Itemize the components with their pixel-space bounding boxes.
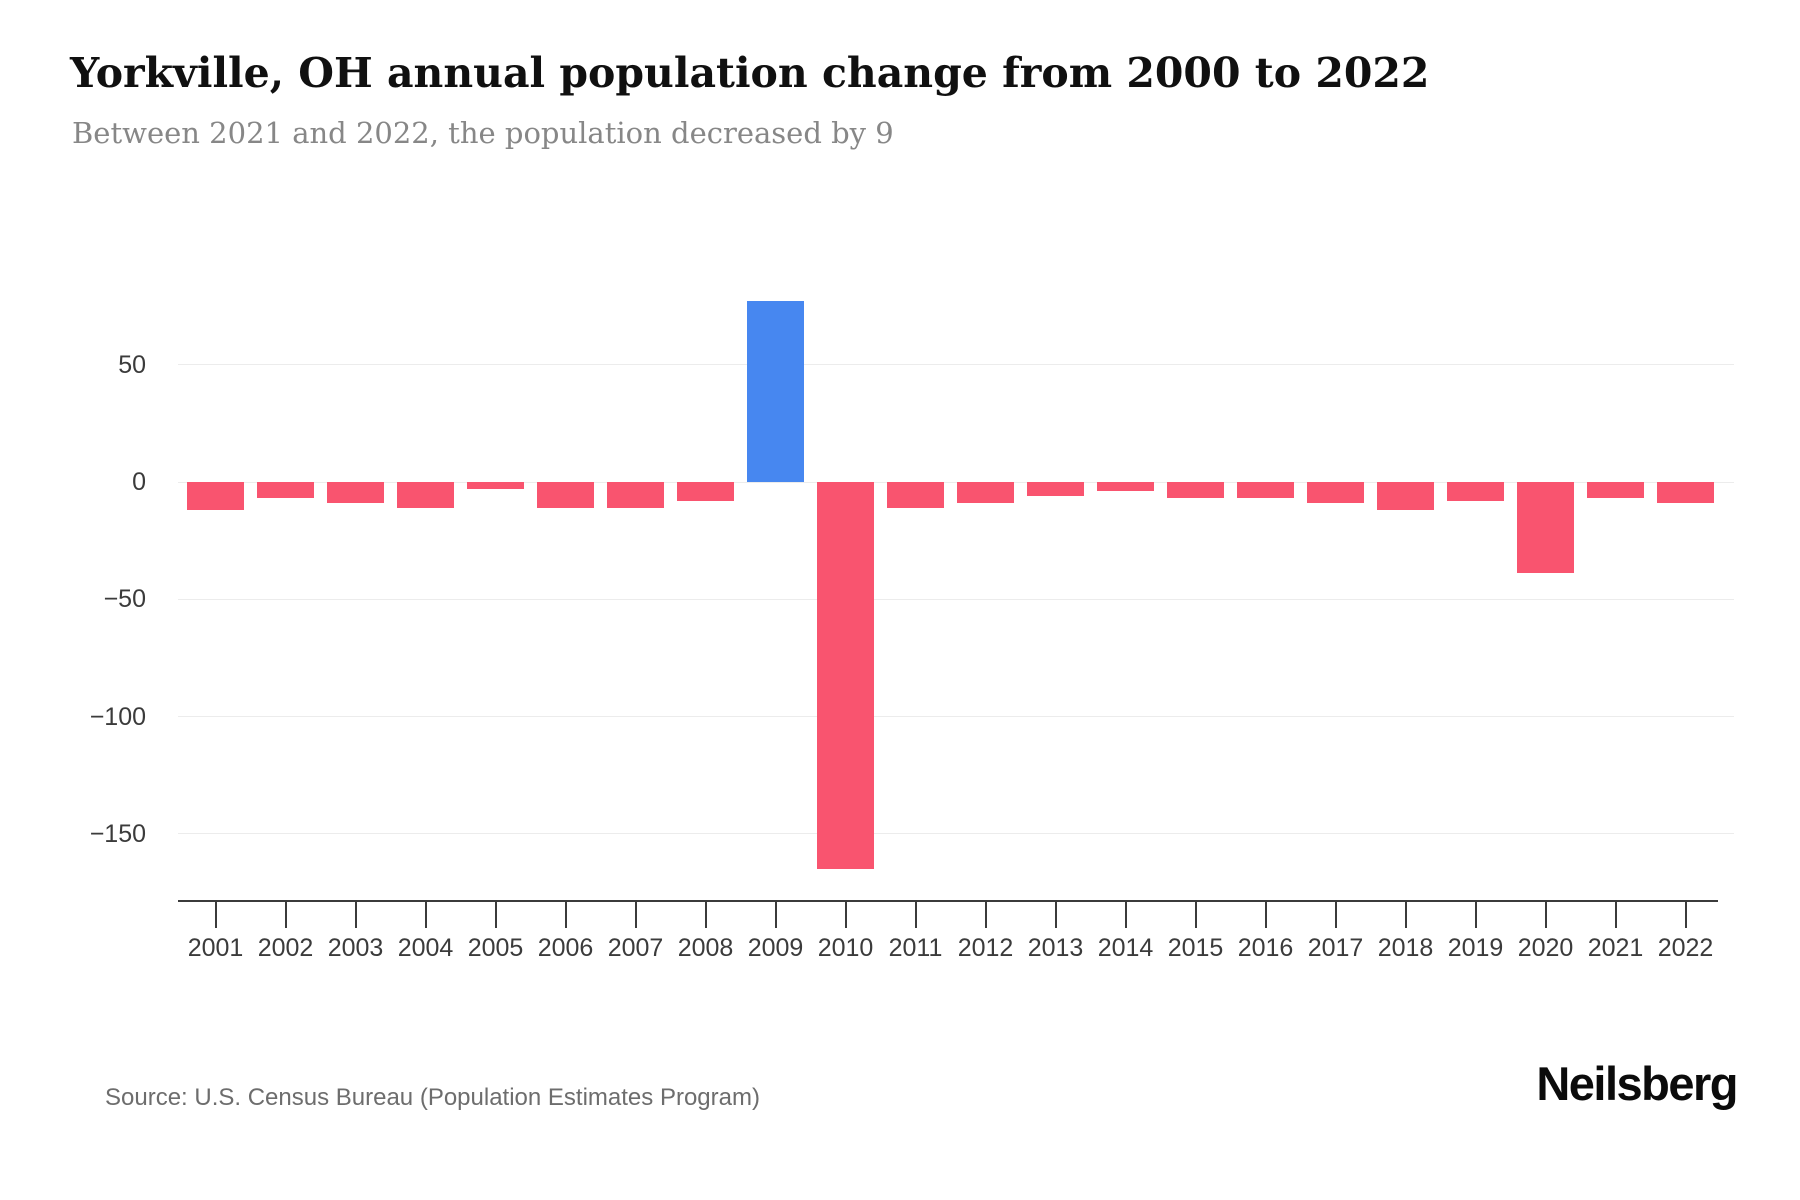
bar-2014[interactable] [1097,482,1154,492]
x-axis-tick [984,900,987,928]
x-axis-label-2010: 2010 [817,934,874,962]
x-axis-label-2013: 2013 [1027,934,1084,962]
x-axis-label-2015: 2015 [1167,934,1224,962]
x-axis-label-2005: 2005 [467,934,524,962]
x-axis-label-2001: 2001 [187,934,244,962]
bar-2009[interactable] [747,301,804,482]
gridline-y--150 [178,833,1734,835]
x-axis-tick [634,900,637,928]
x-axis-tick [1264,900,1267,928]
x-axis-label-2022: 2022 [1657,934,1714,962]
bar-2013[interactable] [1027,482,1084,497]
chart-subtitle: Between 2021 and 2022, the population de… [72,116,894,150]
x-axis-tick [1054,900,1057,928]
x-axis-tick [494,900,497,928]
bar-2021[interactable] [1587,482,1644,499]
x-axis-label-2004: 2004 [397,934,454,962]
x-axis-label-2020: 2020 [1517,934,1574,962]
chart-title: Yorkville, OH annual population change f… [70,49,1430,97]
bar-2016[interactable] [1237,482,1294,499]
x-axis-tick [704,900,707,928]
x-axis-tick [284,900,287,928]
gridline-y--100 [178,716,1734,717]
x-axis-label-2012: 2012 [957,934,1014,962]
bar-2015[interactable] [1167,482,1224,499]
gridline-y--50 [178,598,1734,600]
bar-2012[interactable] [957,482,1014,504]
x-axis-label-2009: 2009 [747,934,804,962]
x-axis-label-2019: 2019 [1447,934,1504,962]
bar-2003[interactable] [327,482,384,504]
x-axis-tick [1614,900,1617,928]
y-axis-tick-label: 50 [118,350,146,379]
bar-2001[interactable] [187,482,244,511]
bar-2011[interactable] [887,482,944,508]
bar-2019[interactable] [1447,482,1504,501]
x-axis-tick [1684,900,1687,928]
bar-2020[interactable] [1517,482,1574,574]
x-axis-tick [424,900,427,928]
x-axis-tick [1124,900,1127,928]
y-axis-tick-label: −150 [89,819,146,848]
bar-2002[interactable] [257,482,314,499]
x-axis-tick [1334,900,1337,928]
brand-logo: Neilsberg [1536,1057,1738,1110]
x-axis-tick [1404,900,1407,928]
bar-2008[interactable] [677,482,734,501]
x-axis-tick [214,900,217,928]
bar-2006[interactable] [537,482,594,508]
x-axis-tick [914,900,917,928]
x-axis-label-2014: 2014 [1097,934,1154,962]
bar-2007[interactable] [607,482,664,508]
x-axis-tick [1194,900,1197,928]
x-axis-label-2017: 2017 [1307,934,1364,962]
x-axis-tick [1474,900,1477,928]
bar-2017[interactable] [1307,482,1364,504]
x-axis-tick [564,900,567,928]
x-axis-tick [844,900,847,928]
x-axis-tick [1544,900,1547,928]
bar-2004[interactable] [397,482,454,508]
y-axis-tick-label: −50 [103,585,146,614]
x-axis-label-2016: 2016 [1237,934,1294,962]
x-axis-line [178,900,1718,902]
y-axis-tick-label: 0 [132,468,146,496]
x-axis-tick [774,900,777,928]
x-axis-label-2018: 2018 [1377,934,1434,962]
source-note: Source: U.S. Census Bureau (Population E… [105,1084,760,1111]
y-axis-tick-label: −100 [89,702,146,731]
bar-2005[interactable] [467,482,524,490]
bar-2018[interactable] [1377,482,1434,511]
x-axis-label-2002: 2002 [257,934,314,962]
x-axis-label-2006: 2006 [537,934,594,962]
x-axis-label-2021: 2021 [1587,934,1644,962]
bar-2022[interactable] [1657,482,1714,504]
bar-2010[interactable] [817,482,874,869]
gridline-y-50 [178,364,1734,366]
x-axis-label-2007: 2007 [607,934,664,962]
x-axis-tick [354,900,357,928]
x-axis-label-2008: 2008 [677,934,734,962]
x-axis-label-2003: 2003 [327,934,384,962]
gridline-y-0 [178,481,1734,483]
x-axis-label-2011: 2011 [888,934,943,962]
